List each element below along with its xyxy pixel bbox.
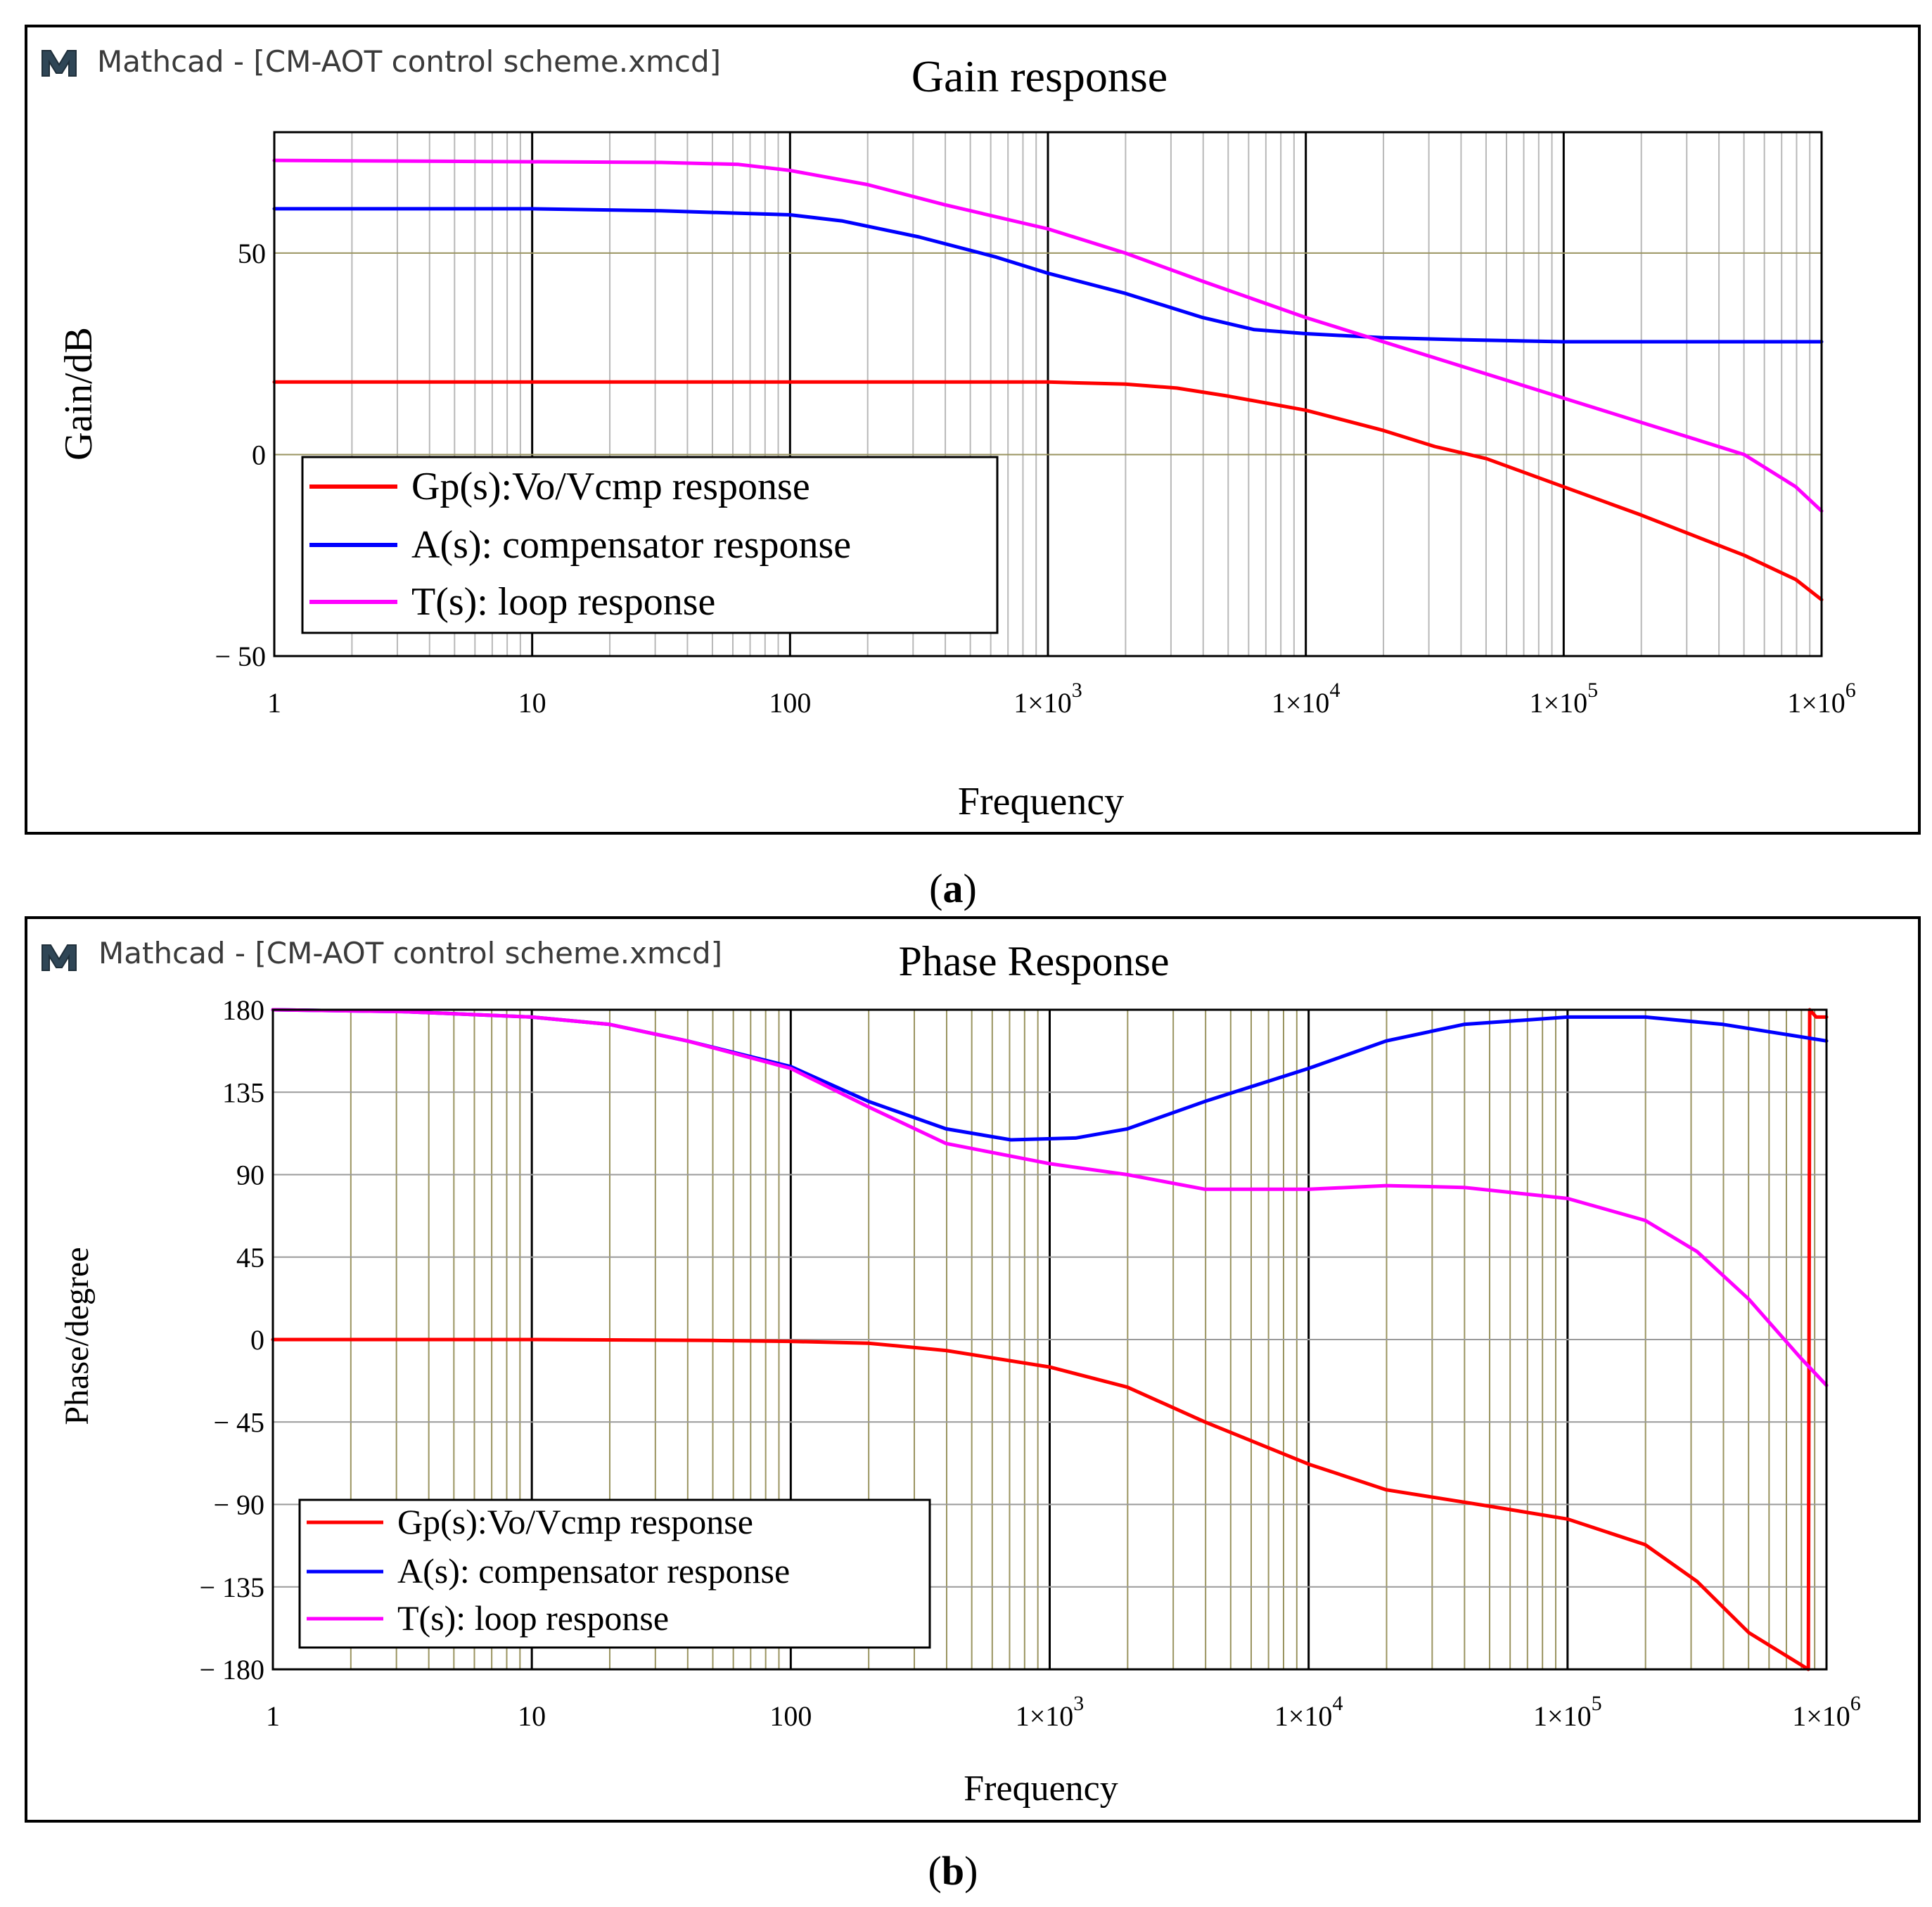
phase-x-tick-label: 1×106 — [1792, 1692, 1861, 1732]
phase-y-ticks: 180 135 90 45 0 − 45 − 90 − 135 − 180 — [199, 994, 264, 1686]
caption-a-letter: a — [943, 866, 964, 911]
phase-legend-box — [298, 1498, 931, 1649]
gain-legend: Gp(s):Vo/Vcmp response A(s): compensator… — [301, 456, 999, 634]
phase-app-title: Mathcad - [CM-AOT control scheme.xmcd] — [98, 936, 722, 970]
gain-x-tick-label: 10 — [518, 687, 546, 719]
gain-y-ticks: 50 0 − 50 — [215, 238, 266, 672]
phase-x-tick-exponent: 5 — [1592, 1692, 1602, 1715]
phase-window-frame — [25, 916, 1921, 1823]
phase-curve-gp — [271, 1008, 1829, 1671]
gain-y-tick-label: − 50 — [215, 641, 266, 672]
phase-x-tick-base: 10 — [518, 1700, 546, 1732]
phase-y-tick-label: 90 — [236, 1160, 264, 1191]
gain-x-tick-base: 1×10 — [1013, 687, 1072, 719]
phase-x-tick-exponent: 6 — [1850, 1692, 1861, 1715]
phase-y-tick-label: − 135 — [199, 1572, 264, 1603]
gain-curve-a — [272, 207, 1824, 344]
gain-legend-label-a: A(s): compensator response — [411, 523, 851, 567]
phase-x-tick-base: 1 — [266, 1700, 280, 1732]
gain-plot-area — [273, 131, 1823, 657]
phase-y-tick-label: − 45 — [213, 1406, 264, 1438]
gain-panel: Mathcad - [CM-AOT control scheme.xmcd] G… — [25, 25, 1921, 835]
gain-x-tick-exponent: 3 — [1072, 679, 1082, 702]
gain-window-frame — [25, 25, 1921, 835]
gain-app-title: Mathcad - [CM-AOT control scheme.xmcd] — [97, 44, 721, 79]
phase-x-ticks: 1 10 100 1×103 1×104 1×105 1×106 — [266, 1692, 1861, 1732]
phase-y-tick-label: 0 — [250, 1324, 264, 1356]
gain-curves — [272, 158, 1824, 602]
gain-x-tick-label: 1×104 — [1272, 679, 1341, 719]
phase-x-tick-base: 1×10 — [1016, 1700, 1074, 1732]
phase-panel: Mathcad - [CM-AOT control scheme.xmcd] P… — [25, 916, 1921, 1823]
gain-legend-box — [301, 456, 999, 634]
caption-b-letter: b — [942, 1848, 964, 1894]
phase-x-tick-label: 1×103 — [1016, 1692, 1085, 1732]
phase-x-tick-base: 1×10 — [1533, 1700, 1592, 1732]
phase-curve-t — [271, 1008, 1829, 1387]
phase-y-axis-label: Phase/degree — [58, 1247, 96, 1425]
phase-x-tick-exponent: 3 — [1073, 1692, 1084, 1715]
gain-legend-label-gp: Gp(s):Vo/Vcmp response — [411, 465, 810, 508]
gain-x-tick-label: 1×103 — [1013, 679, 1082, 719]
phase-x-tick-label: 1×105 — [1533, 1692, 1602, 1732]
gain-x-tick-base: 100 — [769, 687, 811, 719]
phase-x-tick-label: 1×104 — [1274, 1692, 1343, 1732]
caption-a: (a) — [929, 866, 977, 911]
phase-chart-title: Phase Response — [899, 938, 1170, 984]
gain-curve-t — [272, 158, 1824, 513]
gain-chart-title: Gain response — [911, 51, 1167, 101]
gain-x-axis-label: Frequency — [958, 780, 1124, 823]
gain-x-tick-label: 1×105 — [1530, 679, 1599, 719]
phase-legend: Gp(s):Vo/Vcmp response A(s): compensator… — [298, 1498, 931, 1649]
phase-x-tick-label: 10 — [518, 1700, 546, 1732]
gain-x-ticks: 1 10 100 1×103 1×104 1×105 1×106 — [267, 679, 1856, 719]
phase-y-tick-label: − 90 — [213, 1489, 264, 1521]
phase-x-tick-label: 1 — [266, 1700, 280, 1732]
gain-x-tick-base: 1×10 — [1787, 687, 1845, 719]
phase-legend-label-gp: Gp(s):Vo/Vcmp response — [397, 1502, 753, 1541]
phase-x-tick-label: 100 — [769, 1700, 812, 1732]
phase-legend-label-t: T(s): loop response — [397, 1598, 669, 1638]
gain-y-tick-label: 0 — [252, 439, 266, 470]
gain-x-tick-exponent: 6 — [1845, 679, 1856, 702]
gain-x-tick-exponent: 4 — [1329, 679, 1340, 702]
gain-curve-gp — [272, 380, 1824, 602]
phase-curves — [271, 1008, 1829, 1671]
gain-x-tick-exponent: 5 — [1587, 679, 1598, 702]
gain-legend-label-t: T(s): loop response — [411, 580, 715, 624]
gain-y-axis-label: Gain/dB — [57, 327, 101, 461]
gain-horizontal-lines — [274, 252, 1822, 456]
phase-x-axis-label: Frequency — [964, 1768, 1118, 1809]
phase-y-tick-label: 45 — [236, 1242, 264, 1273]
gain-x-tick-base: 1×10 — [1272, 687, 1330, 719]
phase-x-tick-exponent: 4 — [1332, 1692, 1343, 1715]
gain-y-tick-label: 50 — [238, 238, 266, 269]
phase-x-tick-base: 1×10 — [1792, 1700, 1850, 1732]
phase-x-tick-base: 100 — [769, 1700, 812, 1732]
gain-x-tick-label: 1 — [267, 687, 281, 719]
gain-x-tick-base: 10 — [518, 687, 546, 719]
gain-x-tick-label: 100 — [769, 687, 811, 719]
gain-x-tick-base: 1×10 — [1530, 687, 1588, 719]
phase-plot-area — [271, 1008, 1828, 1671]
phase-y-tick-label: 135 — [222, 1077, 264, 1108]
phase-app-logo-icon — [41, 944, 77, 971]
gain-x-tick-label: 1×106 — [1787, 679, 1856, 719]
gain-app-logo-icon — [41, 50, 77, 77]
phase-legend-label-a: A(s): compensator response — [397, 1551, 790, 1591]
phase-y-tick-label: − 180 — [199, 1654, 264, 1686]
gain-x-tick-base: 1 — [267, 687, 281, 719]
phase-x-tick-base: 1×10 — [1274, 1700, 1333, 1732]
caption-b: (b) — [928, 1848, 978, 1894]
phase-y-tick-label: 180 — [222, 994, 264, 1026]
